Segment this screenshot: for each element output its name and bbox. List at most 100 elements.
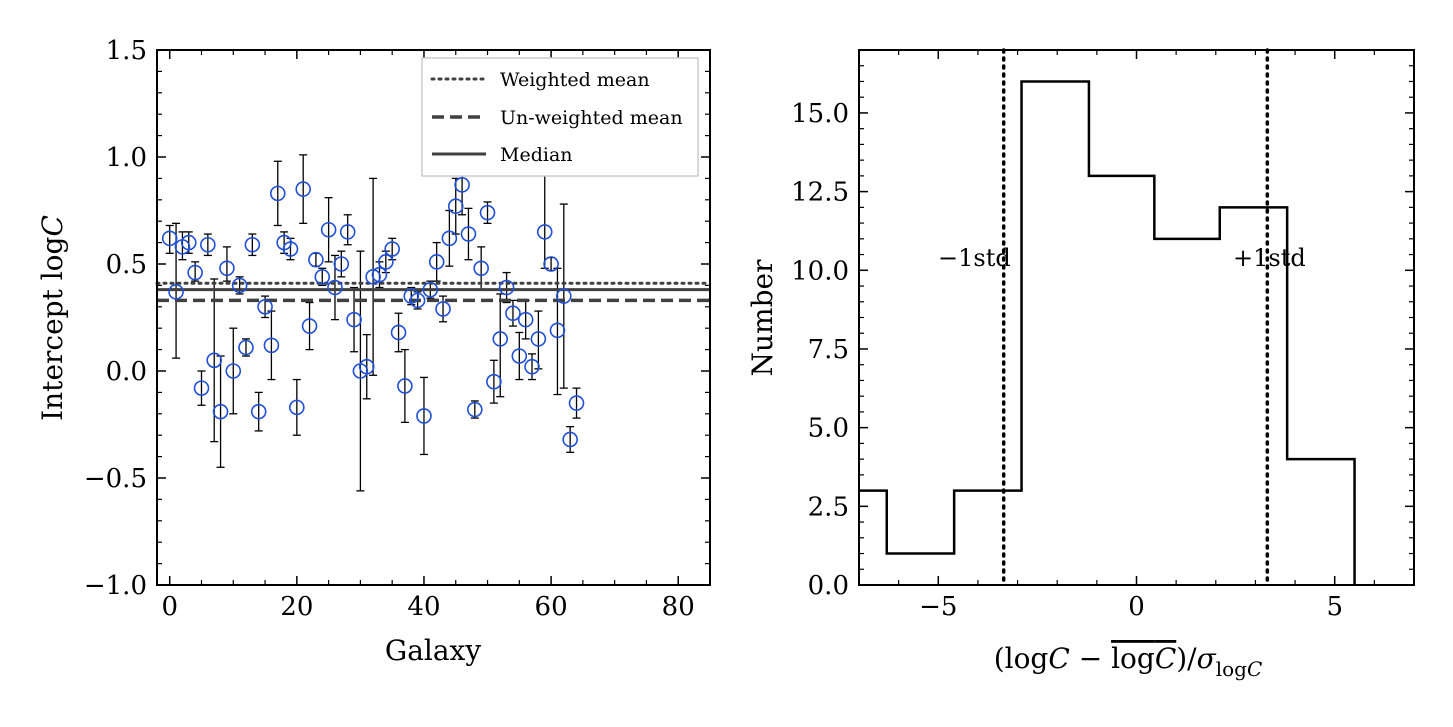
x-tick-label: 20 xyxy=(280,592,313,622)
x-tick-label: 80 xyxy=(662,592,695,622)
x-tick-label: −5 xyxy=(919,592,957,622)
y-tick-label: 0.5 xyxy=(106,250,147,280)
data-point xyxy=(231,277,248,294)
data-point xyxy=(346,311,362,328)
x-axis-label: (logC − logC)/σlogC xyxy=(994,642,1263,681)
data-point xyxy=(244,236,261,253)
y-tick-label: −1.0 xyxy=(84,571,147,601)
data-point xyxy=(409,292,426,309)
data-point xyxy=(441,230,458,247)
axis-ticks: −5 0 5 0.0 2.5 5.0 7.5 10.0 12.5 15.0 xyxy=(791,49,1415,622)
data-point xyxy=(397,378,413,394)
plus-one-std-label: +1std xyxy=(1233,244,1306,272)
data-point xyxy=(168,284,184,300)
data-point xyxy=(295,181,311,197)
y-tick-label: 7.5 xyxy=(808,335,849,365)
right-plot-frame xyxy=(858,49,1415,586)
data-point xyxy=(536,224,553,240)
data-point xyxy=(193,380,210,396)
error-bars xyxy=(165,154,581,492)
data-point xyxy=(524,358,540,375)
right-chart: −5 0 5 0.0 2.5 5.0 7.5 10.0 12.5 15.0 −1std +1std… xyxy=(746,48,1415,681)
data-point xyxy=(505,305,521,322)
y-tick-label: 1.0 xyxy=(106,143,147,173)
y-tick-label: 0.0 xyxy=(808,571,849,601)
data-point xyxy=(333,256,350,272)
data-point xyxy=(479,204,496,221)
data-point xyxy=(250,403,267,420)
data-point xyxy=(308,251,324,268)
left-plot-frame xyxy=(156,49,711,586)
data-point xyxy=(422,281,439,298)
data-point xyxy=(556,288,572,304)
data-point xyxy=(473,260,489,277)
data-point xyxy=(358,358,375,375)
data-point xyxy=(365,269,381,285)
data-point xyxy=(180,234,197,251)
data-point xyxy=(498,279,515,296)
data-point xyxy=(568,395,585,411)
data-point xyxy=(161,230,178,247)
data-point xyxy=(327,279,343,296)
data-point xyxy=(543,256,559,272)
y-tick-label: 0.0 xyxy=(106,357,147,387)
data-point xyxy=(314,269,331,285)
data-point xyxy=(225,363,242,379)
minus-one-std-label: −1std xyxy=(938,244,1011,272)
histogram-step xyxy=(859,80,1356,585)
legend-label-unweighted-mean: Un-weighted mean xyxy=(500,107,683,129)
y-tick-label: 12.5 xyxy=(791,178,849,208)
left-chart: 0 20 40 60 80 −1.0 −0.5 0.0 0.5 1.0 1.5 Weighted m… xyxy=(36,36,712,667)
y-tick-label: 10.0 xyxy=(791,256,849,286)
data-point xyxy=(187,264,203,281)
y-axis-label: Intercept logC xyxy=(36,215,69,421)
data-point xyxy=(282,241,299,257)
data-point xyxy=(390,324,407,341)
x-tick-label: 0 xyxy=(161,592,178,622)
data-point xyxy=(289,399,305,416)
data-point xyxy=(467,401,483,418)
data-points xyxy=(161,177,585,448)
data-point xyxy=(200,236,216,253)
data-point xyxy=(212,403,229,420)
data-point xyxy=(339,224,356,240)
data-point xyxy=(378,254,394,270)
legend-label-median: Median xyxy=(500,144,573,166)
y-tick-label: 5.0 xyxy=(808,414,849,444)
data-point xyxy=(371,266,388,283)
data-point xyxy=(206,352,223,369)
x-tick-label: 0 xyxy=(1128,592,1145,622)
data-point xyxy=(447,198,464,215)
data-point xyxy=(428,254,445,270)
y-tick-label: −0.5 xyxy=(84,464,147,494)
y-axis-label: Number xyxy=(746,259,779,377)
data-point xyxy=(320,221,337,238)
std-lines xyxy=(1001,48,1270,587)
x-tick-label: 5 xyxy=(1326,592,1343,622)
data-point xyxy=(219,260,235,277)
data-point xyxy=(269,185,286,202)
data-point xyxy=(492,331,509,347)
data-point xyxy=(416,408,432,424)
legend: Weighted mean Un-weighted mean Median xyxy=(421,57,699,177)
data-point xyxy=(257,298,273,315)
data-point xyxy=(530,331,547,347)
data-point xyxy=(460,226,477,242)
x-tick-label: 40 xyxy=(407,592,440,622)
data-point xyxy=(549,322,566,339)
y-tick-label: 2.5 xyxy=(808,492,849,522)
data-point xyxy=(562,431,578,448)
data-point xyxy=(301,318,318,334)
y-tick-label: 15.0 xyxy=(791,99,849,129)
data-point xyxy=(435,301,451,317)
x-axis-label: Galaxy xyxy=(385,634,482,667)
data-point xyxy=(486,373,502,390)
axis-ticks: 0 20 40 60 80 −1.0 −0.5 0.0 0.5 1.0 1.5 xyxy=(84,36,711,622)
data-point xyxy=(517,311,534,328)
y-tick-label: 1.5 xyxy=(106,36,147,66)
x-tick-label: 60 xyxy=(535,592,568,622)
data-point xyxy=(238,339,254,356)
data-point xyxy=(384,241,400,257)
data-point xyxy=(454,177,470,193)
